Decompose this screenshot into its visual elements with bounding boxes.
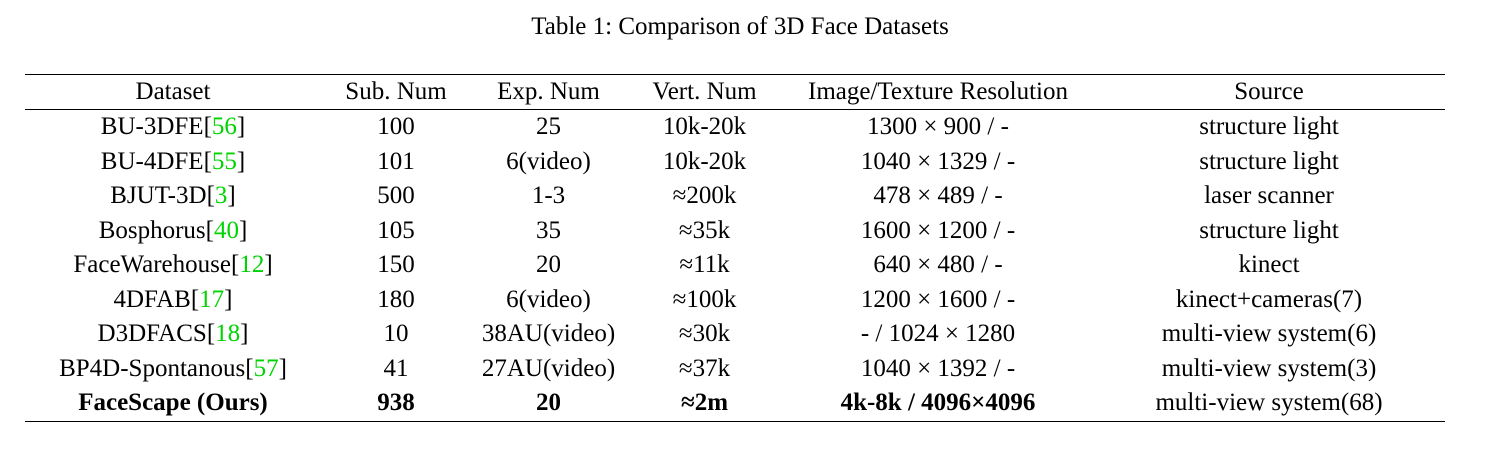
dataset-name: BU-3DFE [100,113,204,141]
sub-num-cell: 500 [377,182,415,210]
source-cell: structure light [1199,147,1339,175]
sub-num-cell: 938 [377,389,415,417]
dataset-name: BP4D-Spontanous [59,354,246,382]
vert-num-cell: ≈11k [679,251,730,279]
dataset-cell: BP4D-Spontanous[57] [59,354,287,382]
table-row-ours: FaceScape (Ours) 938 20 ≈2m 4k-8k / 4096… [25,386,1445,421]
dataset-cell: D3DFACS[18] [97,320,249,348]
dataset-cell: BJUT-3D[3] [110,182,236,210]
exp-num-cell: 35 [536,216,561,244]
table-row: BU-4DFE[55] 101 6(video) 10k-20k 1040 × … [25,145,1445,180]
vert-num-cell: 10k-20k [662,113,747,141]
exp-num-cell: 20 [536,389,561,417]
sub-num-cell: 150 [377,251,415,279]
resolution-cell: 1040 × 1392 / - [860,354,1016,382]
sub-num-cell: 180 [377,285,415,313]
table-caption: Table 1: Comparison of 3D Face Datasets [531,13,949,40]
dataset-cell: 4DFAB[17] [113,285,233,313]
vert-num-cell: ≈35k [678,216,731,244]
citation-link[interactable]: 57 [253,354,279,382]
source-cell: multi-view system(3) [1161,354,1377,382]
table-row: D3DFACS[18] 10 38AU(video) ≈30k - / 1024… [25,317,1445,352]
header-vert-num: Vert. Num [652,78,757,105]
table-row: 4DFAB[17] 180 6(video) ≈100k 1200 × 1600… [25,283,1445,318]
resolution-cell: 1300 × 900 / - [867,113,1009,141]
resolution-cell: - / 1024 × 1280 [860,320,1016,348]
resolution-cell: 1200 × 1600 / - [860,285,1016,313]
resolution-cell: 640 × 480 / - [873,251,1003,279]
header-dataset: Dataset [135,78,211,105]
dataset-cell: Bosphorus[40] [98,216,248,244]
exp-num-cell: 20 [536,251,561,279]
exp-num-cell: 6(video) [506,285,591,313]
dataset-cell: FaceWarehouse[12] [73,251,273,279]
table-row: BP4D-Spontanous[57] 41 27AU(video) ≈37k … [25,352,1445,387]
exp-num-cell: 27AU(video) [481,354,616,382]
comparison-table-container: Dataset Sub. Num Exp. Num Vert. Num Imag… [25,74,1445,422]
sub-num-cell: 101 [377,147,415,175]
citation-link[interactable]: 12 [239,251,265,279]
dataset-cell: BU-3DFE[56] [100,113,246,141]
header-row: Dataset Sub. Num Exp. Num Vert. Num Imag… [25,74,1445,110]
citation-link[interactable]: 3 [214,182,228,210]
sub-num-cell: 41 [383,354,409,382]
table-row: FaceWarehouse[12] 150 20 ≈11k 640 × 480 … [25,248,1445,283]
table-row: BU-3DFE[56] 100 25 10k-20k 1300 × 900 / … [25,110,1445,145]
sub-num-cell: 10 [383,320,409,348]
dataset-name: BJUT-3D [110,182,207,210]
dataset-name: FaceWarehouse [73,251,231,279]
source-cell: structure light [1199,216,1339,244]
vert-num-cell: ≈37k [678,354,731,382]
exp-num-cell: 38AU(video) [481,320,616,348]
resolution-cell: 1040 × 1329 / - [860,147,1016,175]
citation-link[interactable]: 55 [211,147,237,175]
source-cell: multi-view system(68) [1155,389,1383,417]
header-sub-num: Sub. Num [345,78,447,105]
citation-link[interactable]: 18 [215,320,241,348]
resolution-cell: 4k-8k / 4096×4096 [840,389,1036,417]
source-cell: structure light [1199,113,1339,141]
source-cell: multi-view system(6) [1161,320,1377,348]
source-cell: kinect [1238,251,1300,279]
vert-num-cell: ≈200k [672,182,737,210]
vert-num-cell: ≈30k [678,320,731,348]
vert-num-cell: ≈100k [672,285,737,313]
citation-link[interactable]: 56 [211,113,237,141]
citation-link[interactable]: 40 [213,216,239,244]
vert-num-cell: 10k-20k [662,147,747,175]
sub-num-cell: 105 [377,216,415,244]
dataset-name: BU-4DFE [100,147,204,175]
exp-num-cell: 6(video) [506,147,591,175]
citation-link[interactable]: 17 [199,285,225,313]
table-row: Bosphorus[40] 105 35 ≈35k 1600 × 1200 / … [25,214,1445,249]
dataset-name: D3DFACS [97,320,207,348]
vert-num-cell: ≈2m [680,389,729,417]
resolution-cell: 478 × 489 / - [873,182,1003,210]
dataset-cell: BU-4DFE[55] [100,147,246,175]
header-source: Source [1234,78,1304,105]
sub-num-cell: 100 [377,113,415,141]
source-cell: kinect+cameras(7) [1175,285,1363,313]
dataset-name: Bosphorus [98,216,206,244]
header-resolution: Image/Texture Resolution [808,78,1068,105]
exp-num-cell: 25 [536,113,561,141]
comparison-table: Dataset Sub. Num Exp. Num Vert. Num Imag… [25,74,1445,422]
dataset-name: 4DFAB [113,285,191,313]
dataset-cell: FaceScape (Ours) [78,389,268,417]
header-exp-num: Exp. Num [497,78,600,105]
source-cell: laser scanner [1204,182,1334,210]
exp-num-cell: 1-3 [531,182,566,210]
resolution-cell: 1600 × 1200 / - [860,216,1016,244]
table-row: BJUT-3D[3] 500 1-3 ≈200k 478 × 489 / - l… [25,179,1445,214]
